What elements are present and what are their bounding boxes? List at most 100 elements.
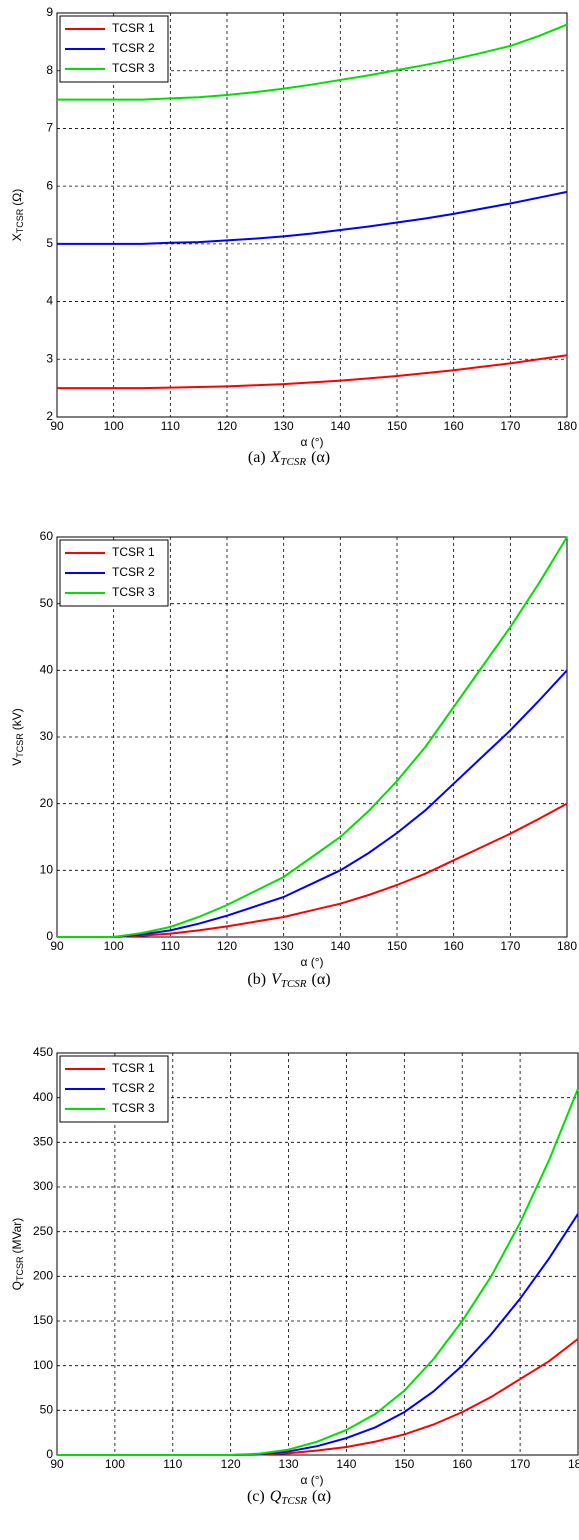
series-line xyxy=(57,354,568,390)
x-tick-label: 110 xyxy=(161,419,180,433)
x-tick-label: 120 xyxy=(221,1457,241,1471)
y-tick-label: 8 xyxy=(46,63,53,77)
y-tick-label: 150 xyxy=(33,1313,53,1327)
x-tick-label: 110 xyxy=(161,939,180,953)
y-tick-label: 7 xyxy=(46,121,53,135)
x-tick-label: 90 xyxy=(50,1457,64,1471)
y-tick-label: 30 xyxy=(40,729,54,743)
y-tick-label: 4 xyxy=(46,294,53,308)
series-line xyxy=(57,536,568,938)
y-tick-label: 3 xyxy=(46,351,53,365)
x-tick-label: 100 xyxy=(104,419,124,433)
y-tick-label: 0 xyxy=(46,929,53,943)
series-line xyxy=(57,190,568,245)
y-label-main: V xyxy=(10,758,24,766)
y-label-unit: (kV) xyxy=(10,708,24,730)
caption-arg: (α) xyxy=(311,449,330,466)
y-tick-label: 250 xyxy=(33,1224,53,1238)
legend-label: TCSR 1 xyxy=(112,545,155,559)
y-label-sub: TCSR xyxy=(15,208,25,233)
caption-var: V xyxy=(271,971,283,988)
caption-arg: (α) xyxy=(312,1488,331,1505)
x-tick-label: 170 xyxy=(510,1457,530,1471)
x-tick-label: 150 xyxy=(394,1457,414,1471)
x-tick-label: 160 xyxy=(444,419,464,433)
plot-frame xyxy=(56,1052,579,1456)
legend-label: TCSR 2 xyxy=(112,565,155,579)
y-label-unit: (Ω) xyxy=(10,189,24,206)
x-tick-label: 120 xyxy=(217,419,237,433)
legend-label: TCSR 2 xyxy=(112,41,155,55)
x-tick-label: 170 xyxy=(500,419,520,433)
x-tick-label: 160 xyxy=(452,1457,472,1471)
y-label-unit: (MVar) xyxy=(10,1218,24,1254)
y-axis-label: QTCSR (MVar) xyxy=(10,1218,25,1291)
caption-tag: (b) xyxy=(247,971,266,988)
y-tick-label: 9 xyxy=(46,5,53,19)
x-tick-label: 130 xyxy=(274,939,294,953)
x-tick-label: 90 xyxy=(50,939,64,953)
legend-label: TCSR 1 xyxy=(112,21,155,35)
x-tick-label: 150 xyxy=(387,419,407,433)
y-tick-label: 2 xyxy=(46,409,53,423)
y-label-sub: TCSR xyxy=(15,733,25,758)
y-tick-label: 60 xyxy=(40,529,54,543)
y-axis-label: VTCSR (kV) xyxy=(10,708,25,766)
y-tick-label: 100 xyxy=(33,1358,53,1372)
y-tick-label: 6 xyxy=(46,178,53,192)
legend-label: TCSR 2 xyxy=(112,1081,155,1095)
caption-var: Q xyxy=(270,1488,282,1505)
plot-frame xyxy=(56,536,568,938)
x-tick-label: 180 xyxy=(568,1457,579,1471)
x-tick-label: 140 xyxy=(330,939,350,953)
y-tick-label: 5 xyxy=(46,236,53,250)
y-tick-label: 10 xyxy=(40,863,54,877)
caption: (b) VTCSR (α) xyxy=(247,971,330,990)
x-tick-label: 110 xyxy=(163,1457,182,1471)
y-tick-label: 450 xyxy=(33,1045,53,1059)
y-label-main: X xyxy=(10,233,24,241)
legend-label: TCSR 3 xyxy=(112,61,155,75)
caption-sub: TCSR xyxy=(280,456,306,468)
x-axis-label: α (°) xyxy=(300,435,323,449)
caption-tag: (a) xyxy=(248,449,266,466)
legend-label: TCSR 3 xyxy=(112,585,155,599)
x-tick-label: 90 xyxy=(50,419,64,433)
y-tick-label: 50 xyxy=(40,1403,54,1417)
series-line xyxy=(57,23,568,101)
x-tick-label: 130 xyxy=(274,419,294,433)
caption: (c) QTCSR (α) xyxy=(247,1488,331,1507)
y-tick-label: 40 xyxy=(40,663,54,677)
x-tick-label: 180 xyxy=(557,419,577,433)
y-tick-label: 350 xyxy=(33,1135,53,1149)
caption-var: X xyxy=(270,449,282,466)
x-tick-label: 120 xyxy=(217,939,237,953)
y-axis-label: XTCSR (Ω) xyxy=(10,189,25,241)
y-tick-label: 20 xyxy=(40,796,54,810)
x-tick-label: 180 xyxy=(557,939,577,953)
legend-label: TCSR 3 xyxy=(112,1101,155,1115)
y-label-main: Q xyxy=(10,1281,24,1290)
y-tick-label: 50 xyxy=(40,596,54,610)
x-tick-label: 100 xyxy=(105,1457,125,1471)
x-tick-label: 170 xyxy=(500,939,520,953)
y-label-sub: TCSR xyxy=(15,1256,25,1281)
x-tick-label: 130 xyxy=(279,1457,299,1471)
series-line xyxy=(57,802,568,938)
x-tick-label: 140 xyxy=(336,1457,356,1471)
legend-label: TCSR 1 xyxy=(112,1061,155,1075)
x-axis-label: α (°) xyxy=(300,955,323,969)
caption-sub: TCSR xyxy=(281,978,307,990)
y-tick-label: 300 xyxy=(33,1179,53,1193)
caption-sub: TCSR xyxy=(281,1495,307,1507)
caption-arg: (α) xyxy=(312,971,331,988)
plot-frame xyxy=(56,12,568,418)
x-tick-label: 160 xyxy=(444,939,464,953)
series-line xyxy=(57,1088,579,1456)
x-tick-label: 100 xyxy=(104,939,124,953)
y-tick-label: 0 xyxy=(46,1447,53,1461)
y-tick-label: 200 xyxy=(33,1269,53,1283)
x-tick-label: 140 xyxy=(330,419,350,433)
caption-tag: (c) xyxy=(247,1488,265,1505)
